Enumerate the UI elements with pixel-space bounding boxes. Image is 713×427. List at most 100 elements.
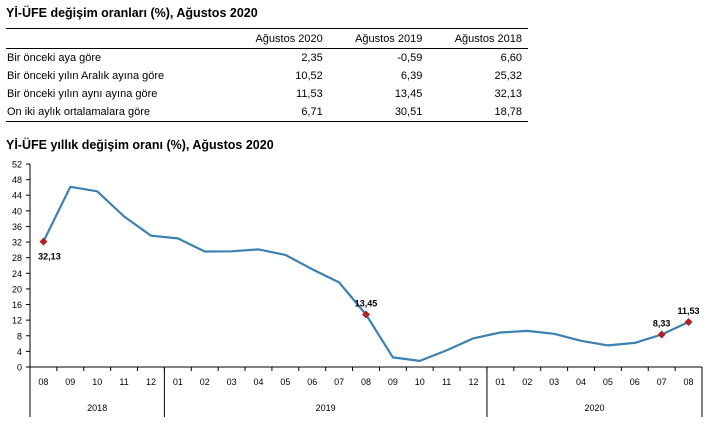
data-point (499, 331, 502, 334)
data-label: 32,13 (38, 252, 61, 262)
x-tick-label: 08 (38, 377, 48, 387)
x-tick-label: 01 (495, 377, 505, 387)
y-tick-label: 0 (17, 363, 22, 373)
table-cell: 25,32 (494, 70, 522, 82)
table-row: Bir önceki yılın Aralık ayına göre 10,52… (6, 67, 528, 85)
table-header-cell: Ağustos 2020 (229, 28, 329, 49)
x-tick-label: 07 (334, 377, 344, 387)
x-tick-label: 02 (200, 377, 210, 387)
data-point (634, 342, 636, 344)
x-tick-label: 08 (684, 377, 694, 387)
row-label: Bir önceki aya göre (7, 52, 102, 64)
x-tick-label: 12 (469, 377, 479, 387)
y-tick-label: 48 (12, 175, 22, 185)
table-header-blank (6, 28, 230, 49)
table-cell: 32,13 (494, 88, 522, 100)
data-point (607, 344, 609, 347)
x-tick-label: 01 (173, 377, 183, 387)
row-label: On iki aylık ortalamalara göre (6, 103, 230, 122)
data-point (392, 356, 394, 359)
y-tick-label: 12 (12, 316, 22, 326)
table-cell: 2,35 (301, 52, 323, 64)
table-cell: 10,52 (295, 70, 323, 82)
table-cell: 6,60 (500, 52, 522, 64)
table-row: Bir önceki aya göre 2,35 -0,59 6,60 (6, 49, 528, 68)
year-label: 2018 (87, 403, 107, 413)
y-tick-label: 16 (12, 300, 22, 310)
y-tick-label: 36 (12, 222, 22, 232)
y-tick-label: 40 (12, 206, 22, 216)
table-cell: 11,53 (296, 88, 323, 100)
y-tick-label: 32 (12, 238, 22, 248)
highlight-marker (39, 237, 48, 246)
y-tick-label: 8 (17, 331, 22, 341)
y-tick-label: 20 (12, 284, 22, 294)
x-tick-label: 09 (388, 377, 398, 387)
data-point (553, 333, 555, 335)
data-point (69, 186, 72, 188)
data-point (257, 248, 260, 251)
data-point (96, 190, 98, 193)
row-label: Bir önceki yılın Aralık ayına göre (7, 70, 165, 82)
x-tick-label: 09 (65, 377, 75, 387)
chart-title: Yİ-ÜFE yıllık değişim oranı (%), Ağustos… (6, 138, 274, 152)
data-point (311, 268, 314, 271)
y-tick-label: 4 (17, 347, 22, 357)
highlight-marker (684, 317, 693, 326)
data-label: 11,53 (678, 306, 700, 316)
data-point (177, 237, 179, 240)
data-point (472, 337, 475, 340)
table-cell: 30,51 (328, 103, 429, 122)
series-line (42, 185, 690, 362)
x-tick-label: 03 (549, 377, 559, 387)
x-tick-label: 05 (603, 377, 613, 387)
x-tick-label: 06 (307, 377, 317, 387)
change-rates-table: Ağustos 2020 Ağustos 2019 Ağustos 2018 B… (6, 28, 528, 122)
data-point (150, 234, 152, 237)
highlight-marker (657, 330, 666, 339)
data-label: 13,45 (355, 298, 378, 308)
x-tick-label: 03 (227, 377, 237, 387)
y-tick-label: 52 (12, 160, 22, 170)
data-point (284, 254, 287, 256)
x-tick-label: 11 (442, 377, 451, 387)
data-point (230, 250, 233, 253)
data-point (203, 250, 206, 253)
row-label: Bir önceki yılın aynı ayına göre (7, 88, 158, 100)
x-tick-label: 04 (253, 377, 263, 387)
data-label: 8,33 (653, 318, 671, 328)
x-tick-label: 04 (576, 377, 586, 387)
table-cell: 6,71 (229, 103, 329, 122)
x-tick-label: 05 (280, 377, 290, 387)
table-cell: 18,78 (428, 103, 528, 122)
data-point (123, 215, 125, 218)
y-tick-label: 28 (12, 253, 22, 263)
x-tick-label: 08 (361, 377, 371, 387)
x-tick-label: 06 (630, 377, 640, 387)
x-tick-label: 07 (657, 377, 667, 387)
table-cell: 13,45 (394, 88, 423, 100)
data-point (338, 281, 340, 284)
y-tick-label: 44 (12, 191, 22, 201)
highlight-marker (362, 310, 370, 319)
x-tick-label: 10 (415, 377, 425, 387)
data-point (526, 330, 529, 332)
year-label: 2020 (584, 403, 604, 413)
table-header-row: Ağustos 2020 Ağustos 2019 Ağustos 2018 (6, 28, 528, 49)
x-tick-label: 02 (522, 377, 532, 387)
data-point (445, 349, 448, 352)
year-label: 2019 (316, 403, 336, 413)
table-title: Yİ-ÜFE değişim oranları (%), Ağustos 202… (6, 6, 258, 20)
table-cell: -0,59 (397, 52, 423, 64)
x-tick-label: 12 (146, 377, 156, 387)
data-point (580, 340, 582, 342)
x-tick-label: 10 (92, 377, 102, 387)
y-tick-label: 24 (12, 269, 22, 279)
table-header-cell: Ağustos 2018 (428, 28, 528, 49)
x-tick-label: 11 (119, 377, 128, 387)
table-row: Bir önceki yılın aynı ayına göre 11,53 1… (6, 85, 528, 103)
data-point (418, 360, 421, 362)
table-header-cell: Ağustos 2019 (328, 28, 429, 49)
table-row: On iki aylık ortalamalara göre 6,71 30,5… (6, 103, 528, 122)
